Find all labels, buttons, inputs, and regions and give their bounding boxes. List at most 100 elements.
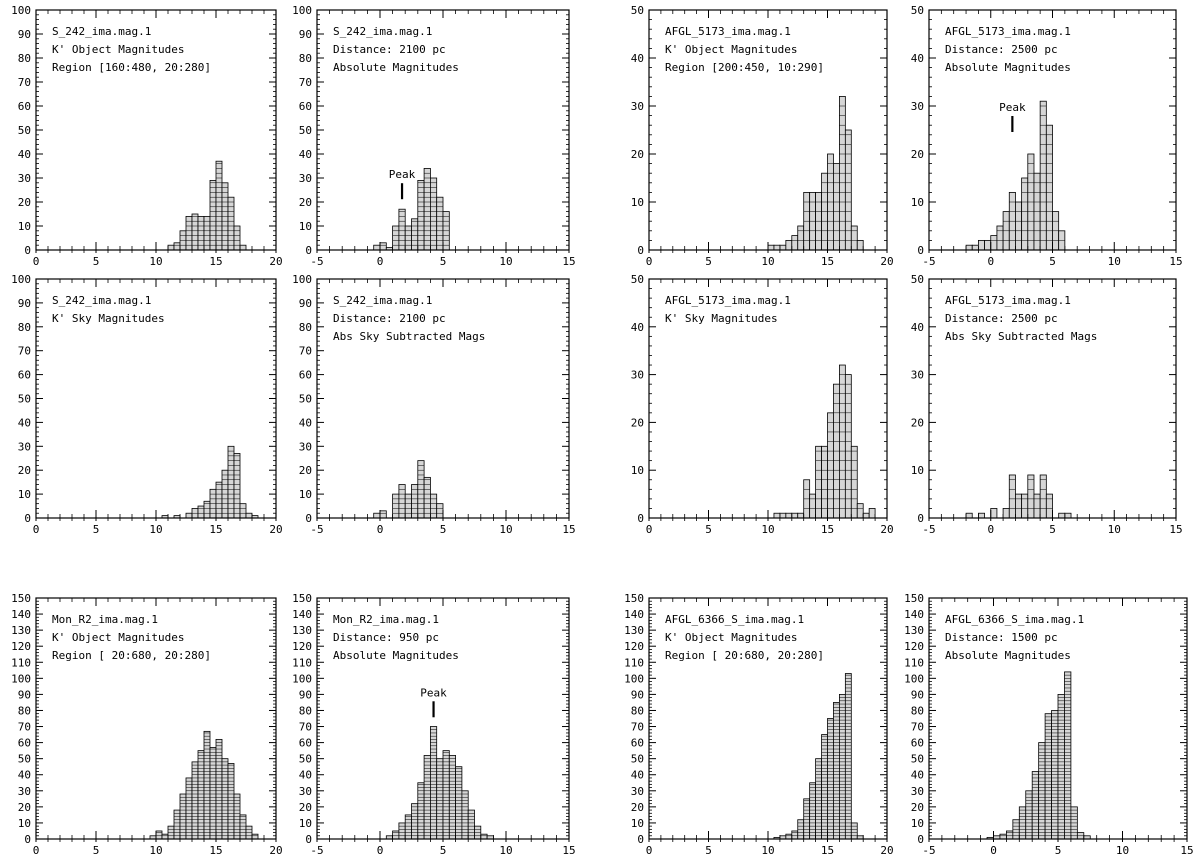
panel-annotation: Distance: 2100 pc bbox=[333, 312, 446, 325]
y-tick-label: 0 bbox=[305, 244, 312, 257]
x-tick-label: 0 bbox=[987, 255, 994, 268]
panel-annotation: S_242_ima.mag.1 bbox=[52, 25, 151, 38]
y-tick-label: 40 bbox=[299, 416, 312, 429]
y-tick-label: 10 bbox=[911, 464, 924, 477]
peak-label: Peak bbox=[389, 168, 416, 181]
histogram-bar bbox=[455, 766, 463, 840]
x-tick-label: 10 bbox=[761, 523, 774, 536]
y-tick-label: 40 bbox=[18, 769, 31, 782]
histogram-bar bbox=[862, 512, 870, 519]
y-tick-label: 0 bbox=[637, 244, 644, 257]
panel-annotation: Absolute Magnitudes bbox=[945, 649, 1071, 662]
y-tick-label: 150 bbox=[904, 592, 924, 605]
x-tick-label: 15 bbox=[562, 523, 575, 536]
x-tick-label: 0 bbox=[33, 255, 40, 268]
y-tick-label: 110 bbox=[11, 656, 31, 669]
histogram-bar bbox=[404, 225, 412, 251]
y-tick-label: 130 bbox=[904, 624, 924, 637]
y-tick-label: 30 bbox=[631, 100, 644, 113]
x-tick-label: 5 bbox=[93, 523, 100, 536]
y-tick-label: 20 bbox=[18, 801, 31, 814]
y-tick-label: 90 bbox=[631, 688, 644, 701]
x-tick-label: 10 bbox=[499, 844, 512, 857]
histogram-bar bbox=[779, 244, 787, 251]
histogram-bar bbox=[791, 235, 799, 251]
histogram-bar bbox=[996, 225, 1004, 251]
y-tick-label: 20 bbox=[299, 464, 312, 477]
histogram-bar bbox=[251, 833, 259, 840]
histogram-bar bbox=[411, 803, 419, 840]
histogram-bar bbox=[856, 239, 864, 251]
y-tick-label: 70 bbox=[18, 345, 31, 358]
histogram-panel: 0 10 20 30 40 50 60 70 80 90 100 110 120 130 140 150 0 5 1… bbox=[624, 592, 894, 857]
histogram-bar bbox=[1064, 512, 1072, 519]
histogram-bar bbox=[999, 833, 1007, 840]
histogram-bar bbox=[436, 196, 444, 251]
panel-annotation: Distance: 2500 pc bbox=[945, 43, 1058, 56]
histogram-bar bbox=[773, 244, 781, 251]
y-tick-label: 40 bbox=[631, 769, 644, 782]
panel-annotation: Mon_R2_ima.mag.1 bbox=[52, 613, 158, 626]
panel-annotation: Distance: 2100 pc bbox=[333, 43, 446, 56]
histogram-bar bbox=[791, 830, 799, 840]
histogram-bar bbox=[827, 718, 834, 840]
y-tick-label: 80 bbox=[18, 321, 31, 334]
x-tick-label: 15 bbox=[562, 255, 575, 268]
histogram-bar bbox=[379, 510, 387, 519]
histogram-bar bbox=[1021, 493, 1029, 519]
y-tick-label: 10 bbox=[18, 220, 31, 233]
histogram-bar bbox=[773, 512, 781, 519]
x-tick-label: 10 bbox=[149, 523, 162, 536]
y-tick-label: 0 bbox=[637, 833, 644, 846]
histogram-bar bbox=[1039, 100, 1047, 251]
histogram-bar bbox=[850, 822, 858, 840]
x-tick-label: 0 bbox=[377, 523, 384, 536]
y-tick-label: 100 bbox=[624, 672, 644, 685]
histogram-bar bbox=[404, 814, 412, 840]
y-tick-label: 10 bbox=[631, 464, 644, 477]
histogram-bar bbox=[1015, 493, 1023, 519]
histogram-panel: 0 10 20 30 40 50 60 70 80 90 100 0 5 10 15 20 S_242_ima.… bbox=[11, 4, 283, 268]
panel-annotation: S_242_ima.mag.1 bbox=[52, 294, 151, 307]
y-tick-label: 30 bbox=[911, 785, 924, 798]
panel-annotation: AFGL_5173_ima.mag.1 bbox=[665, 294, 791, 307]
histogram-bar bbox=[173, 809, 181, 840]
histogram-bar bbox=[821, 445, 828, 519]
histogram-bar bbox=[215, 738, 223, 840]
histogram-bar bbox=[978, 239, 985, 251]
panel-annotation: AFGL_5173_ima.mag.1 bbox=[945, 294, 1071, 307]
y-tick-label: 100 bbox=[292, 4, 312, 17]
histogram-bar bbox=[423, 167, 431, 251]
x-tick-label: 15 bbox=[1180, 844, 1193, 857]
histogram-bar bbox=[429, 177, 438, 251]
y-tick-label: 20 bbox=[911, 801, 924, 814]
y-tick-label: 10 bbox=[911, 196, 924, 209]
histogram-bar bbox=[392, 830, 400, 840]
x-tick-label: 15 bbox=[209, 844, 222, 857]
y-tick-label: 10 bbox=[911, 817, 924, 830]
histogram-panel: 0 10 20 30 40 50 0 5 10 15 20 AFGL_5173_ima.mag.1 K'… bbox=[631, 4, 894, 268]
histogram-bar bbox=[429, 493, 438, 519]
y-tick-label: 50 bbox=[299, 753, 312, 766]
x-tick-label: 0 bbox=[646, 523, 653, 536]
y-tick-label: 20 bbox=[631, 148, 644, 161]
panel-annotation: Distance: 1500 pc bbox=[945, 631, 1058, 644]
y-tick-label: 20 bbox=[299, 196, 312, 209]
histogram-bar bbox=[821, 734, 828, 840]
panel-annotation: Absolute Magnitudes bbox=[333, 649, 459, 662]
histogram-bar bbox=[398, 822, 406, 840]
y-tick-label: 20 bbox=[299, 801, 312, 814]
y-tick-label: 40 bbox=[911, 769, 924, 782]
y-tick-label: 40 bbox=[631, 52, 644, 65]
x-tick-label: 5 bbox=[93, 844, 100, 857]
y-tick-label: 50 bbox=[631, 273, 644, 286]
x-tick-label: -5 bbox=[922, 523, 935, 536]
histogram-bar bbox=[785, 833, 793, 840]
y-tick-label: 150 bbox=[292, 592, 312, 605]
y-tick-label: 0 bbox=[917, 244, 924, 257]
y-tick-label: 50 bbox=[18, 393, 31, 406]
y-tick-label: 50 bbox=[911, 4, 924, 17]
